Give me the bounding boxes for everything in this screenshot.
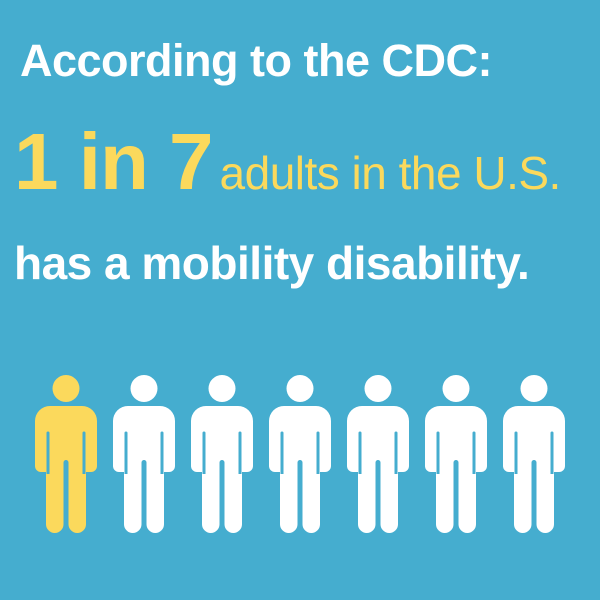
- headline-text: According to the CDC:: [20, 35, 492, 86]
- person-right-arm-gap: [238, 431, 242, 474]
- person-left-leg: [514, 445, 532, 533]
- person-right-leg: [458, 445, 476, 533]
- person-icon: [269, 375, 331, 533]
- person-leg-gap: [141, 460, 147, 533]
- person-icon: [425, 375, 487, 533]
- person-head: [364, 375, 392, 402]
- person-left-leg: [358, 445, 376, 533]
- person-head: [520, 375, 548, 402]
- stat-line: 1 in 7 adults in the U.S.: [14, 122, 561, 202]
- person-left-arm-gap: [514, 431, 518, 474]
- person-icon: [113, 375, 175, 533]
- person-leg-gap: [453, 460, 459, 533]
- person-leg-gap: [375, 460, 381, 533]
- person-left-arm-gap: [436, 431, 440, 474]
- person-head: [130, 375, 158, 402]
- person-left-leg: [280, 445, 298, 533]
- person-left-arm-gap: [358, 431, 362, 474]
- person-right-leg: [380, 445, 398, 533]
- person-head: [52, 375, 80, 402]
- person-right-arm-gap: [82, 431, 86, 474]
- person-right-leg: [536, 445, 554, 533]
- person-left-arm-gap: [280, 431, 284, 474]
- person-right-arm-gap: [316, 431, 320, 474]
- person-right-arm-gap: [394, 431, 398, 474]
- subline-text: has a mobility disability.: [14, 237, 530, 289]
- person-head: [442, 375, 470, 402]
- person-head: [286, 375, 314, 402]
- stat-big-number: 1 in 7: [14, 117, 214, 206]
- person-icon: [191, 375, 253, 533]
- person-head: [208, 375, 236, 402]
- person-leg-gap: [63, 460, 69, 533]
- person-left-arm-gap: [124, 431, 128, 474]
- person-right-leg: [302, 445, 320, 533]
- person-left-leg: [124, 445, 142, 533]
- person-right-leg: [68, 445, 86, 533]
- person-icon-highlighted: [35, 375, 97, 533]
- person-icon: [503, 375, 565, 533]
- person-leg-gap: [219, 460, 225, 533]
- person-left-arm-gap: [46, 431, 50, 474]
- person-left-leg: [436, 445, 454, 533]
- person-right-arm-gap: [550, 431, 554, 474]
- person-right-leg: [224, 445, 242, 533]
- person-leg-gap: [297, 460, 303, 533]
- person-right-leg: [146, 445, 164, 533]
- person-icon: [347, 375, 409, 533]
- people-row: [0, 375, 600, 533]
- person-left-leg: [46, 445, 64, 533]
- stat-description: adults in the U.S.: [219, 147, 562, 199]
- person-left-leg: [202, 445, 220, 533]
- person-left-arm-gap: [202, 431, 206, 474]
- person-right-arm-gap: [160, 431, 164, 474]
- person-right-arm-gap: [472, 431, 476, 474]
- person-leg-gap: [531, 460, 537, 533]
